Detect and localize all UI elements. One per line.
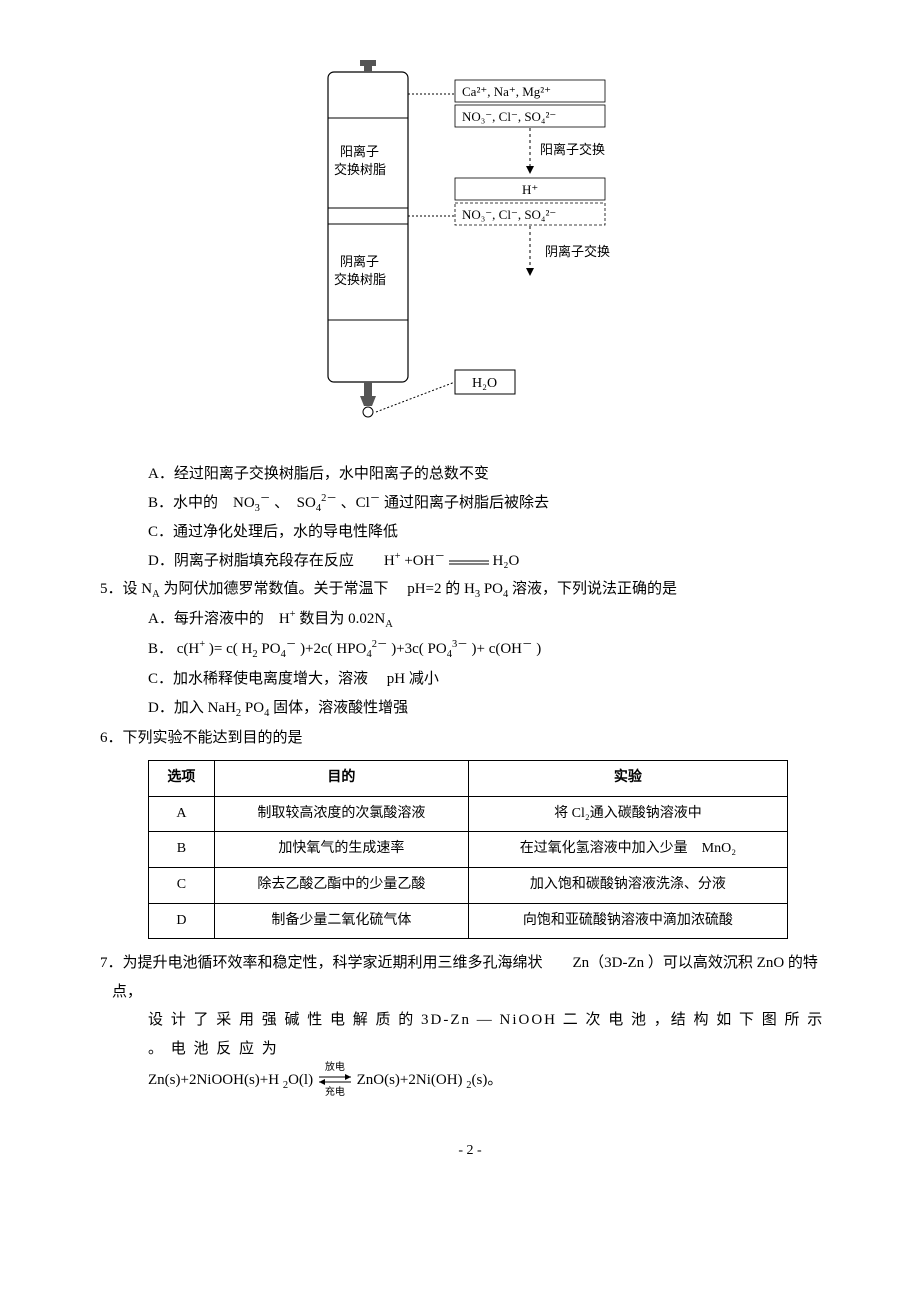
double-arrow-icon: 放电 充电 — [317, 1063, 353, 1098]
page-number: - 2 - — [100, 1138, 840, 1165]
cations-box: Ca²⁺, Na⁺, Mg²⁺ — [462, 84, 551, 99]
q6-th2: 实验 — [468, 761, 787, 797]
q5-optC: C．加水稀释使电离度增大，溶液 pH 减小 — [148, 665, 840, 694]
q5-optB: B． c(H+ )= c( H2 PO4－ )+2c( HPO42－ )+3c(… — [148, 635, 840, 665]
q5-stem: 5．设 NA 为阿伏加德罗常数值。关于常温下 pH=2 的 H3 PO4 溶液，… — [112, 575, 840, 605]
hplus-box: H⁺ — [522, 182, 538, 197]
cation-exchange-label: 阳离子交换 — [540, 142, 605, 157]
q5-optA: A．每升溶液中的 H+ 数目为 0.02NA — [148, 605, 840, 635]
q7-stem2: 设 计 了 采 用 强 碱 性 电 解 质 的 3D-Zn — NiOOH 二 … — [148, 1006, 840, 1063]
q7-stem3: Zn(s)+2NiOOH(s)+H 2O(l) 放电 充电 ZnO(s)+2Ni… — [148, 1063, 840, 1098]
svg-text:交换树脂: 交换树脂 — [334, 272, 386, 287]
ion-exchange-diagram: 阳离子 交换树脂 阴离子 交换树脂 Ca²⁺, Na⁺, Mg²⁺ NO₃⁻, … — [290, 60, 650, 430]
q5-optD: D．加入 NaH2 PO4 固体，溶液酸性增强 — [148, 694, 840, 724]
h2o-box: H₂O — [472, 376, 497, 391]
q6-stem: 6．下列实验不能达到目的的是 — [112, 724, 840, 753]
q6-th1: 目的 — [214, 761, 468, 797]
anion-exchange-label: 阴离子交换 — [545, 244, 610, 259]
q4-optC: C．通过净化处理后，水的导电性降低 — [148, 518, 840, 547]
anions1-box: NO₃⁻, Cl⁻, SO₄²⁻ — [462, 109, 556, 124]
q7-stem1: 7．为提升电池循环效率和稳定性，科学家近期利用三维多孔海绵状 Zn（3D-Zn … — [112, 949, 840, 1006]
q6-th0: 选项 — [149, 761, 215, 797]
cation-resin-label: 阳离子 — [340, 144, 379, 159]
svg-text:交换树脂: 交换树脂 — [334, 162, 386, 177]
anion-resin-label: 阴离子 — [340, 254, 379, 269]
q4-optA: A．经过阳离子交换树脂后，水中阳离子的总数不变 — [148, 460, 840, 489]
q4-optD: D．阴离子树脂填充段存在反应 H+ +OH－ H₂O — [148, 547, 840, 576]
anions2-box: NO₃⁻, Cl⁻, SO₄²⁻ — [462, 207, 556, 222]
q4-optB: B．水中的 NO3－ 、 SO42－ 、Cl－ 通过阳离子树脂后被除去 — [148, 489, 840, 519]
q6-table: 选项 目的 实验 A 制取较高浓度的次氯酸溶液 将 Cl₂通入碳酸钠溶液中 B … — [148, 760, 788, 939]
